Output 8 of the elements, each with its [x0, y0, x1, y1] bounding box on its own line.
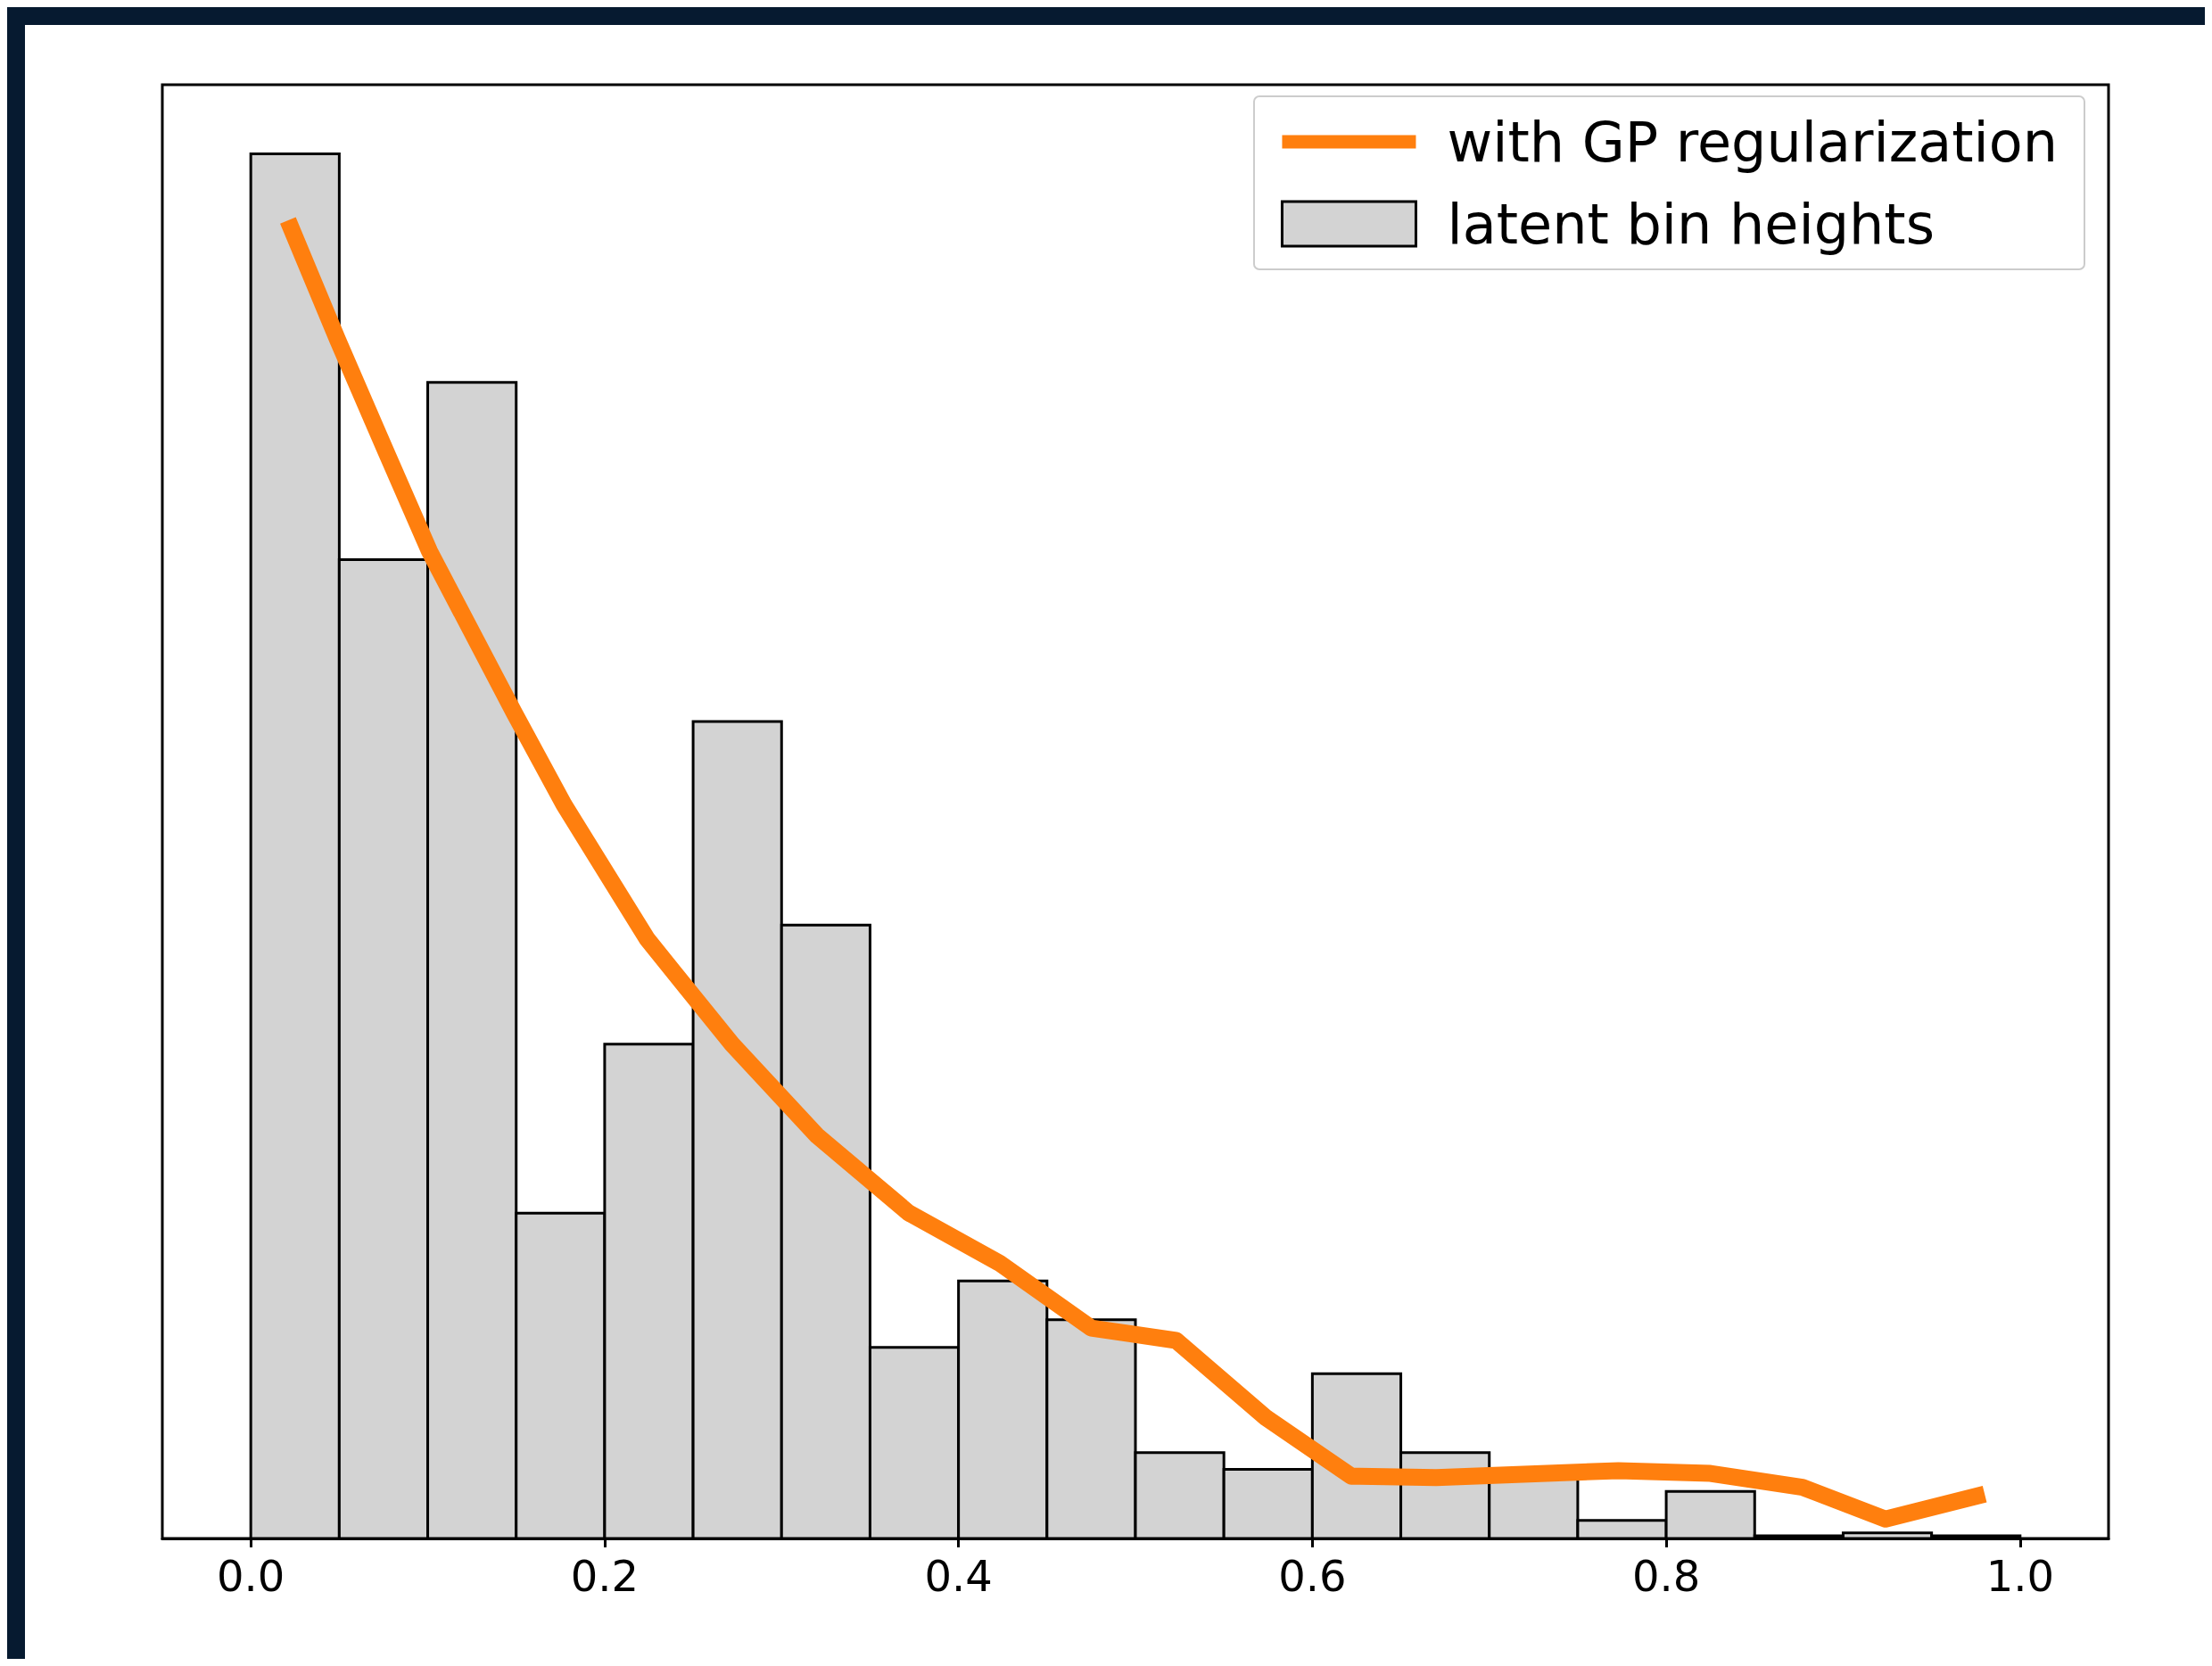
legend-label: with GP regularization [1447, 109, 2058, 175]
x-tick-label: 0.4 [924, 1551, 993, 1601]
legend-label: latent bin heights [1447, 191, 1935, 257]
x-tick-label: 0.2 [570, 1551, 640, 1601]
x-tick-label: 0.6 [1278, 1551, 1347, 1601]
x-tick-label: 0.0 [217, 1551, 285, 1601]
x-tick-label: 0.8 [1631, 1551, 1701, 1601]
x-tick-label: 1.0 [1985, 1551, 2054, 1601]
